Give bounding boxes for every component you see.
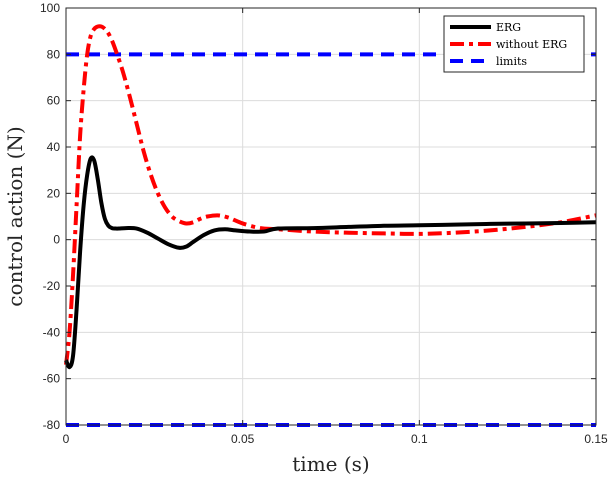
y-tick-label: 100 <box>40 1 60 15</box>
series-group <box>64 24 597 427</box>
axis-ticks: 0 0.05 0.1 0.15 -80 -60 -40 -20 0 20 40 60 80 100 <box>40 1 608 446</box>
y-tick-label: 0 <box>53 233 60 247</box>
x-tick-label: 0 <box>63 432 70 446</box>
legend-label-without-erg: without ERG <box>496 38 567 51</box>
y-tick-label: 80 <box>47 47 61 61</box>
x-tick-label: 0.05 <box>231 432 255 446</box>
y-tick-label: 60 <box>47 94 61 108</box>
legend-label-erg: ERG <box>496 21 521 34</box>
legend: ERG without ERG limits <box>443 15 585 73</box>
y-axis-label: control action (N) <box>3 126 27 306</box>
y-tick-label: 40 <box>47 140 61 154</box>
legend-label-limits: limits <box>496 55 527 68</box>
y-tick-label: -80 <box>43 418 61 432</box>
plot-area-frame <box>65 7 597 426</box>
series-line-erg <box>64 155 597 370</box>
y-tick-label: -20 <box>43 279 61 293</box>
y-tick-label: 20 <box>47 186 61 200</box>
x-axis-label: time (s) <box>292 452 369 476</box>
y-tick-label: -60 <box>43 372 61 386</box>
x-tick-label: 0.1 <box>411 432 428 446</box>
x-tick-label: 0.15 <box>584 432 608 446</box>
y-tick-label: -40 <box>43 325 61 339</box>
series-line-without-erg <box>64 24 597 365</box>
